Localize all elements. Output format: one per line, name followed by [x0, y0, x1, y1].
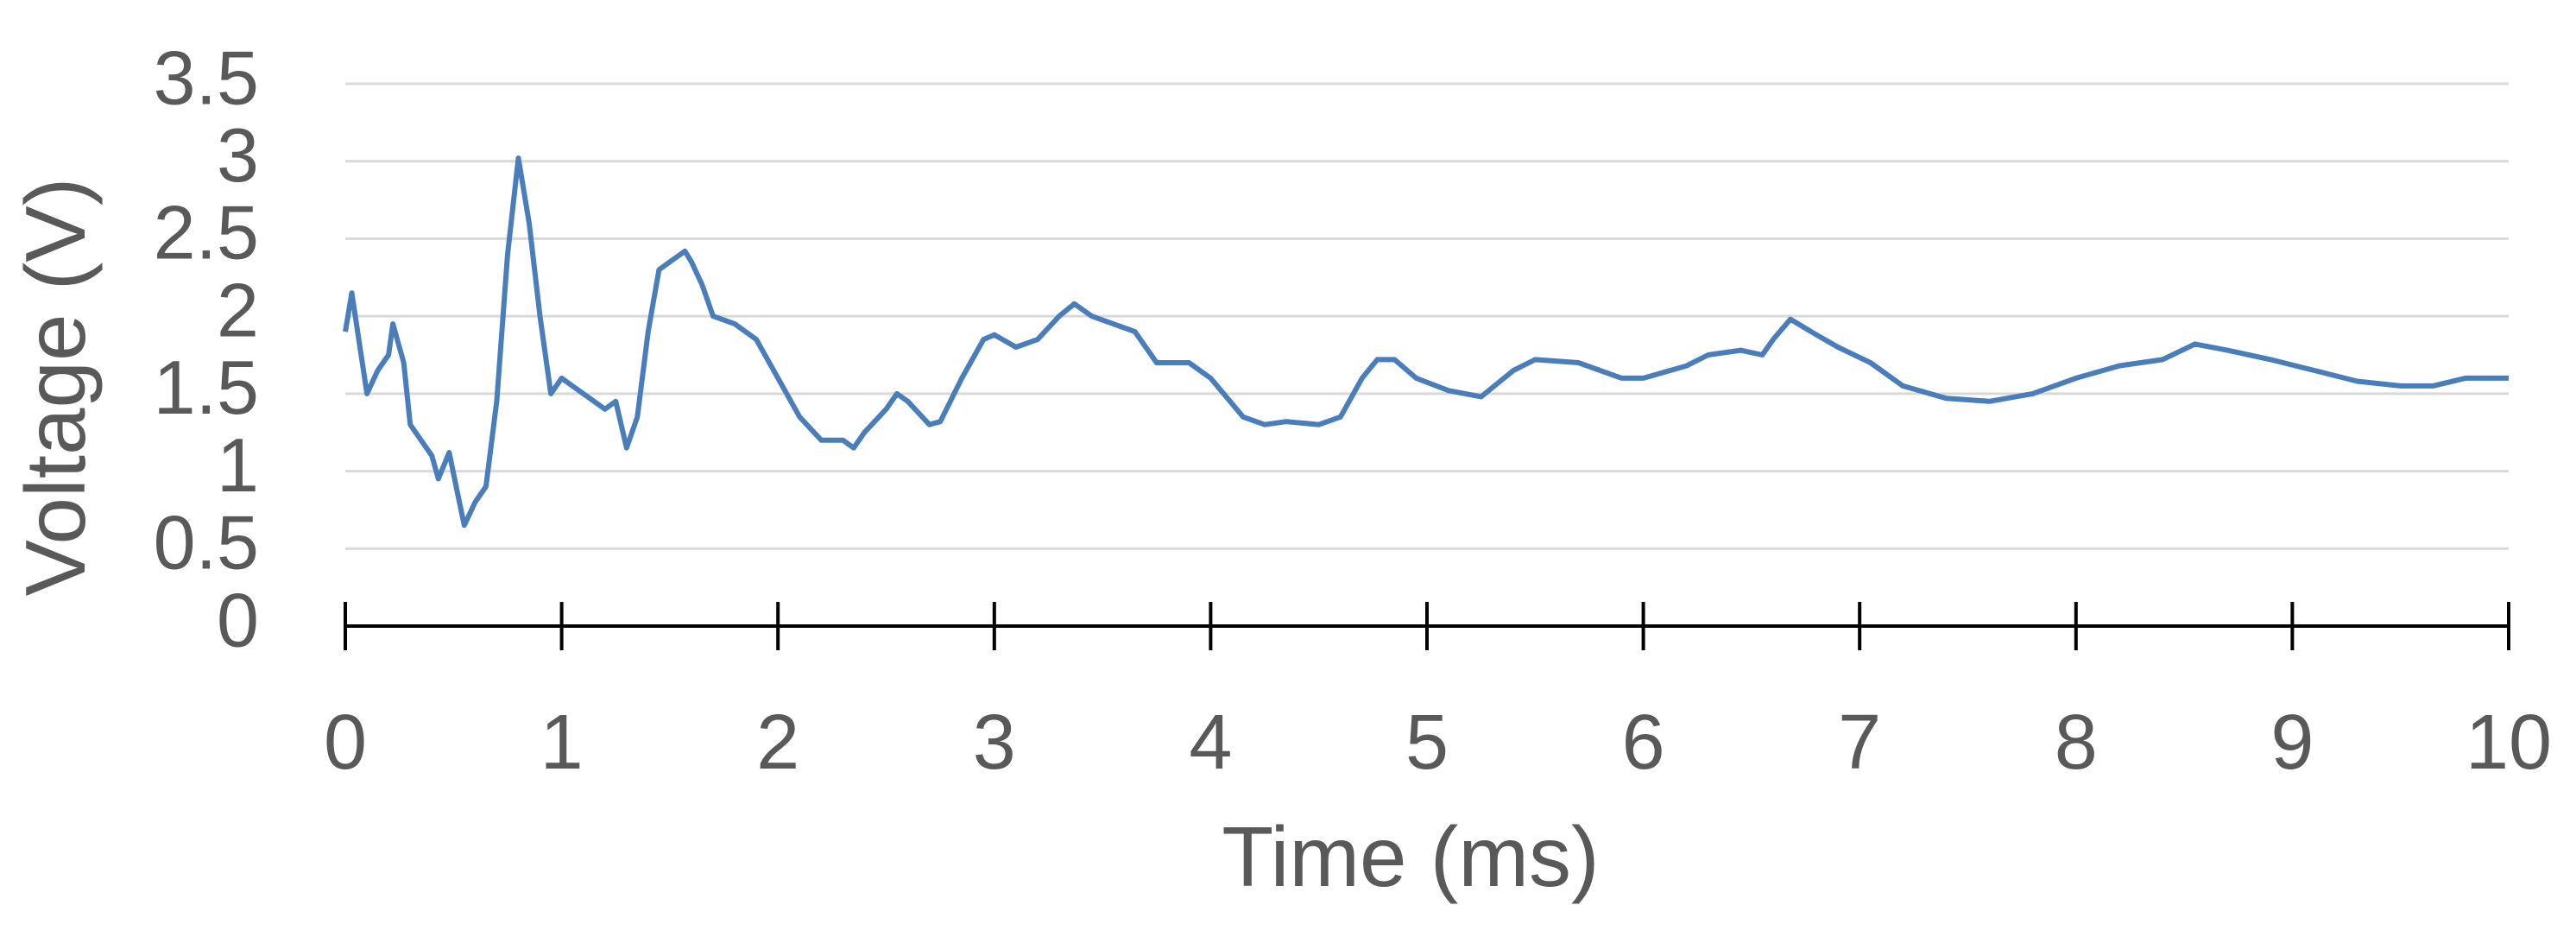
x-tick-label: 8 — [2055, 699, 2098, 786]
y-axis-title: Voltage (V) — [8, 178, 103, 597]
x-tick-label: 9 — [2270, 699, 2314, 786]
x-tick-label: 5 — [1405, 699, 1449, 786]
x-tick-label: 1 — [540, 699, 584, 786]
data-line — [343, 155, 2509, 528]
x-tick-label: 6 — [1622, 699, 1665, 786]
y-tick-label: 0.5 — [154, 500, 259, 585]
x-tick-label: 3 — [973, 699, 1016, 786]
x-tick-label: 10 — [2466, 699, 2552, 786]
y-tick-label: 3.5 — [154, 35, 259, 120]
x-tick-label: 7 — [1838, 699, 1881, 786]
x-tick-label: 4 — [1189, 699, 1232, 786]
y-tick-label: 2.5 — [154, 190, 259, 275]
y-tick-label: 1 — [217, 422, 259, 508]
y-tick-label: 1.5 — [154, 345, 259, 430]
x-axis-title: Time (ms) — [1222, 809, 1599, 904]
x-tick-label: 0 — [324, 699, 367, 786]
y-tick-label: 3 — [217, 112, 259, 198]
x-tick-label: 2 — [756, 699, 799, 786]
y-tick-label: 0 — [217, 577, 259, 662]
y-tick-label: 2 — [217, 267, 259, 352]
